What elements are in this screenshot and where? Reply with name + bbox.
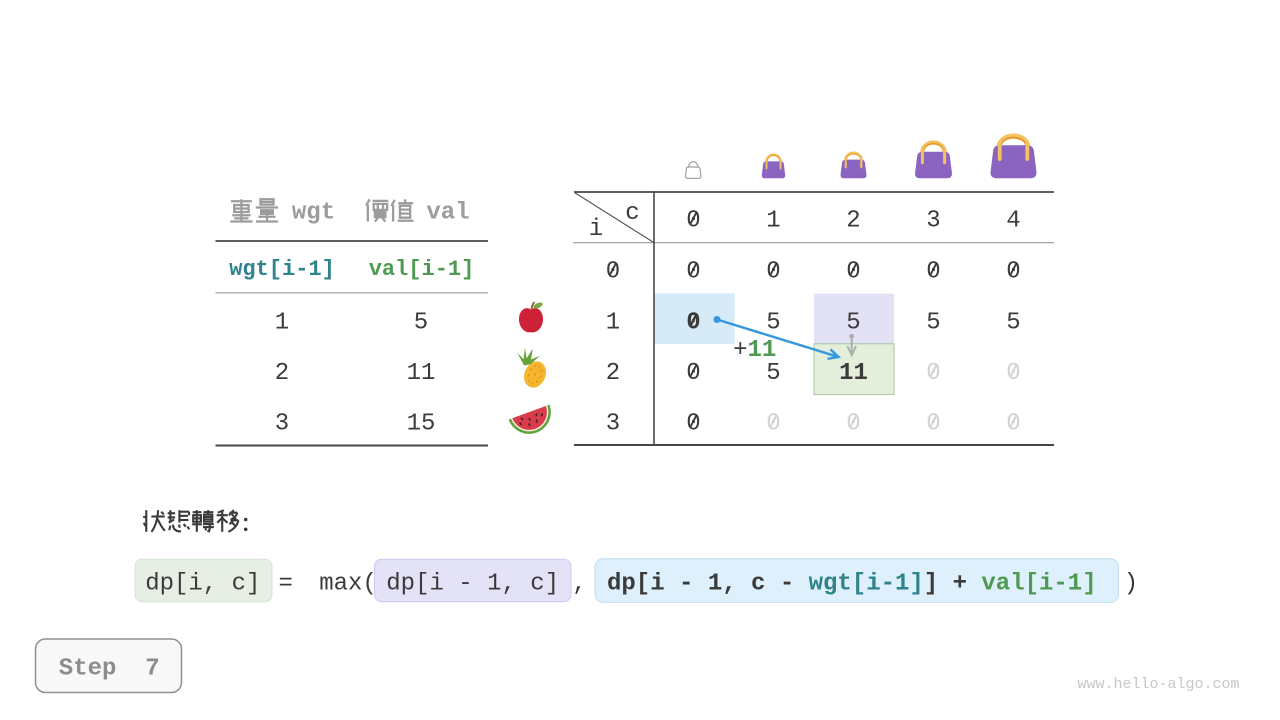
svg-text:5: 5 [846,309,860,336]
svg-text:0: 0 [686,360,700,387]
svg-text:] +: ] + [924,570,982,597]
svg-text:11: 11 [748,337,777,364]
svg-text:val[i-1]: val[i-1] [369,257,475,282]
svg-text:0: 0 [766,258,780,285]
svg-text:11: 11 [407,360,436,387]
svg-text:5: 5 [766,360,780,387]
svg-text:0: 0 [606,258,620,285]
svg-text:0: 0 [686,207,700,234]
svg-text:=: = [278,570,292,597]
svg-text:i: i [589,216,603,243]
svg-text:5: 5 [1006,309,1020,336]
svg-text:0: 0 [686,410,700,437]
svg-text:0: 0 [1006,258,1020,285]
svg-text:dp[i - 1, c]: dp[i - 1, c] [386,570,559,597]
svg-text:3: 3 [606,410,620,437]
svg-text:15: 15 [407,410,436,437]
svg-text:1: 1 [766,207,780,234]
svg-text:3: 3 [926,207,940,234]
svg-text:val: val [426,199,469,226]
svg-text:www.hello-algo.com: www.hello-algo.com [1078,676,1240,693]
svg-text:dp[i - 1, c -: dp[i - 1, c - [607,570,809,597]
svg-text:+: + [733,337,747,364]
svg-text:val[i-1]: val[i-1] [981,570,1096,597]
svg-text:1: 1 [275,309,289,336]
svg-text:2: 2 [846,207,860,234]
svg-text:2: 2 [275,360,289,387]
svg-text:dp[i, c]: dp[i, c] [145,570,260,597]
svg-text:2: 2 [606,360,620,387]
svg-text:c: c [625,200,639,227]
svg-text:3: 3 [275,410,289,437]
svg-text:0: 0 [926,410,940,437]
svg-text:0: 0 [766,410,780,437]
svg-text:0: 0 [1006,410,1020,437]
svg-text:max(: max( [319,570,377,597]
svg-text:): ) [1124,570,1138,597]
svg-text:wgt: wgt [292,199,335,226]
svg-text:5: 5 [926,309,940,336]
svg-text:,: , [572,570,586,597]
svg-text:0: 0 [926,360,940,387]
svg-text:wgt[i-1]: wgt[i-1] [809,570,924,597]
svg-text:0: 0 [926,258,940,285]
svg-text:0: 0 [846,410,860,437]
svg-text:4: 4 [1006,207,1020,234]
svg-text:wgt[i-1]: wgt[i-1] [229,257,335,282]
svg-text:1: 1 [606,309,620,336]
svg-text:5: 5 [766,309,780,336]
svg-text:7: 7 [145,655,159,682]
svg-text:5: 5 [414,309,428,336]
svg-text:0: 0 [686,258,700,285]
svg-text:0: 0 [846,258,860,285]
svg-text:0: 0 [1006,360,1020,387]
svg-text:0: 0 [686,309,700,336]
svg-text:Step: Step [59,655,117,682]
svg-text:11: 11 [839,360,868,387]
